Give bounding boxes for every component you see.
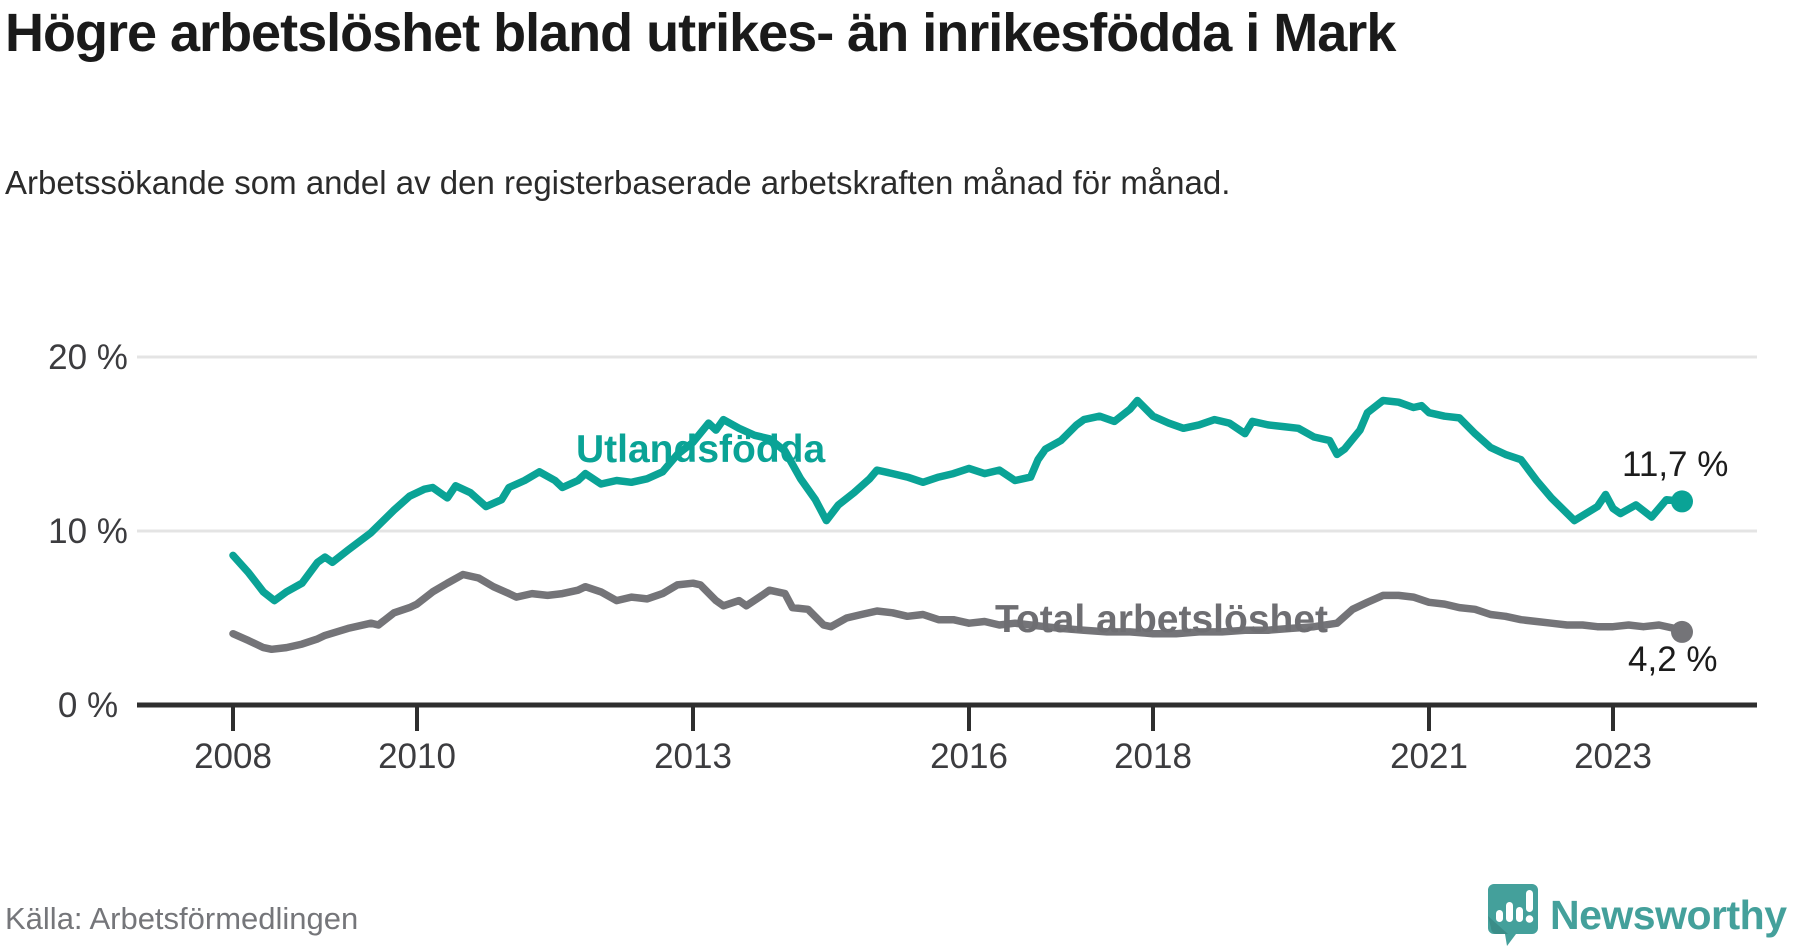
logo-bar-3	[1516, 907, 1523, 922]
logo-exclamation-dot	[1525, 915, 1534, 923]
newsworthy-logo: Newsworthy	[1486, 882, 1787, 948]
series-line-utlandsfodda	[229, 396, 1686, 605]
x-tick-label: 2013	[654, 737, 732, 776]
x-tick-label: 2021	[1390, 737, 1468, 776]
end-dot-total	[1671, 620, 1693, 643]
end-dots	[1671, 490, 1693, 643]
end-dot-utlandsfodda	[1671, 490, 1693, 513]
newsworthy-logo-icon	[1488, 884, 1538, 946]
y-tick-label: 0 %	[58, 686, 118, 725]
logo-bar-1	[1496, 910, 1503, 922]
newsworthy-logo-text: Newsworthy	[1550, 891, 1787, 938]
x-tick-label: 2018	[1114, 737, 1192, 776]
x-axis	[137, 702, 1757, 731]
series-label-total-arbetsloshet: Total arbetslöshet	[995, 598, 1329, 641]
series-lines	[229, 396, 1686, 654]
gridlines	[137, 355, 1757, 533]
axis-labels: 20 % 10 % 0 % 2008 2010 2013 2016 2018 2021 2023	[48, 338, 1652, 776]
page-title: Högre arbetslöshet bland utrikes- än inr…	[5, 3, 1396, 63]
logo-exclamation-bar	[1526, 890, 1533, 912]
y-tick-label: 10 %	[48, 512, 128, 551]
logo-bar-2	[1506, 902, 1513, 922]
x-tick-label: 2008	[194, 737, 272, 776]
end-value-label-total: 4,2 %	[1628, 640, 1718, 679]
chart-subtitle: Arbetssökande som andel av den registerb…	[5, 164, 1231, 201]
x-tick-label: 2016	[930, 737, 1008, 776]
x-tick-label: 2010	[378, 737, 456, 776]
series-line-total	[229, 570, 1686, 654]
y-tick-label: 20 %	[48, 338, 128, 377]
end-value-label-utlandsfodda: 11,7 %	[1622, 445, 1729, 484]
series-label-utlandsfodda: Utlandsfödda	[576, 428, 826, 471]
source-attribution: Källa: Arbetsförmedlingen	[5, 901, 359, 936]
x-tick-label: 2023	[1574, 737, 1652, 776]
